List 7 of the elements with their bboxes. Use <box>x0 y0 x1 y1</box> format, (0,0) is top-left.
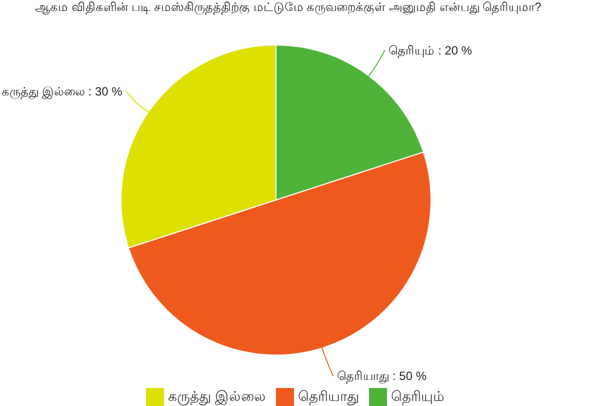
legend-label: தெரியாது <box>298 388 359 404</box>
data-label: கருத்து இல்லை : 30 % <box>2 84 123 100</box>
legend-label: தெரியும் <box>390 388 444 404</box>
data-label: தெரியாது : 50 % <box>337 368 427 384</box>
data-label: தெரியும் : 20 % <box>388 43 472 58</box>
chart-title: ஆகம விதிகளின் படி சமஸ்கிருதத்திற்கு மட்டுமே கருவறைக்குள் அனுமதி என்பது தெரியுமா? <box>34 0 542 14</box>
legend-label: கருத்து இல்லை <box>168 388 266 404</box>
